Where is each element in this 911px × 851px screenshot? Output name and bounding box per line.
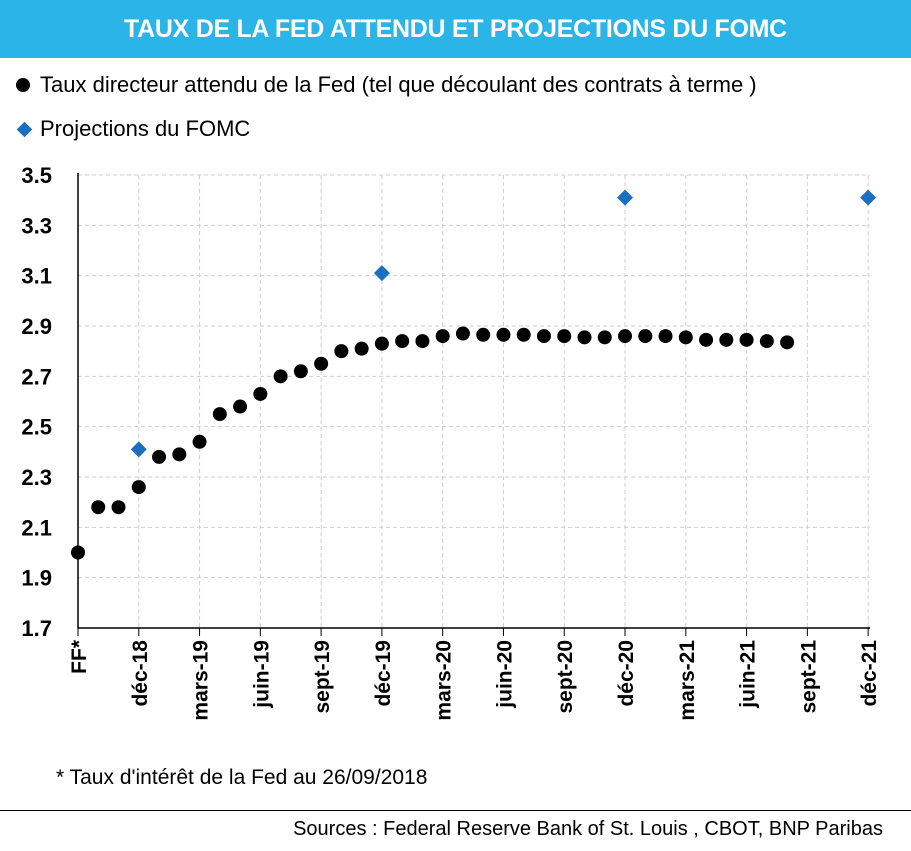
fed-rate-point [638,329,653,344]
fed-rate-point [293,364,308,379]
fed-rate-point [273,369,288,384]
x-tick-label: mars-19 [190,640,213,721]
y-tick-label: 3.3 [21,213,52,238]
y-tick-label: 2.3 [21,465,52,490]
chart-title: TAUX DE LA FED ATTENDU ET PROJECTIONS DU… [124,14,787,43]
x-tick-label: mars-21 [676,640,699,721]
legend-item-fed-rate: Taux directeur attendu de la Fed (tel qu… [16,72,757,98]
y-tick-label: 3.1 [21,264,52,289]
fed-rate-point [739,332,754,347]
fomc-projection-point [617,189,634,206]
fed-rate-point [71,545,85,560]
chart-plot: 1.7 1.9 2.1 2.3 2.5 2.7 2.9 3.1 3.3 3.5 FF* déc-18 m… [21,163,881,721]
legend-label-fomc: Projections du FOMC [40,116,251,141]
fed-rate-point [233,399,248,414]
fomc-projection-point [860,189,877,206]
fed-rate-point [192,434,207,449]
fed-rate-point [172,447,187,462]
x-tick-label: juin-20 [493,640,516,709]
fed-rate-point [395,334,410,349]
sources-note: Sources : Federal Reserve Bank of St. Lo… [293,818,883,840]
x-tick-label: déc-19 [372,640,395,707]
legend-label-fed-rate: Taux directeur attendu de la Fed (tel qu… [40,72,757,97]
fed-rate-point [516,327,531,342]
y-tick-label: 2.7 [21,364,52,389]
y-tick-label: 1.9 [21,566,52,591]
fed-rate-point [111,500,126,515]
fed-rate-point [476,327,491,342]
footnote: * Taux d'intérêt de la Fed au 26/09/2018 [56,766,428,789]
fed-rate-point [678,330,693,345]
fed-rate-point [334,344,349,359]
fed-rate-point [354,341,369,356]
fed-rate-point [496,327,511,342]
y-tick-label: 3.5 [21,163,52,188]
fed-rate-point [91,500,106,515]
y-tick-label: 1.7 [21,616,52,641]
x-tick-label: juin-21 [737,640,760,709]
fed-rate-point [597,330,612,345]
y-tick-label: 2.1 [21,515,52,540]
fed-rate-point [253,386,268,401]
x-tick-label: sept-19 [311,640,334,714]
fed-rate-point [455,326,470,341]
divider [0,810,911,811]
fed-rate-point [314,356,329,371]
fed-rate-point [618,329,633,344]
fed-rate-point [780,335,795,350]
x-tick-label: sept-21 [797,640,820,714]
x-tick-label: sept-20 [554,640,577,714]
fed-rate-point [719,332,734,347]
fed-rate-point [212,407,227,422]
fed-rate-point [557,329,572,344]
fed-rate-point [152,449,167,464]
title-banner: TAUX DE LA FED ATTENDU ET PROJECTIONS DU… [0,0,911,58]
fomc-projection-point [130,441,147,458]
x-tick-label: FF* [68,639,91,674]
fed-rate-point [131,480,146,495]
fed-rate-point [759,334,774,349]
x-tick-label: juin-19 [250,640,273,709]
y-tick-label: 2.9 [21,314,52,339]
fed-rate-point [374,336,389,351]
legend-circle-marker [16,78,30,92]
x-tick-label: déc-18 [129,640,152,707]
legend-item-fomc: Projections du FOMC [16,116,250,142]
fed-rate-point [415,334,430,349]
x-tick-label: déc-21 [858,640,881,707]
fed-rate-point [658,329,673,344]
y-tick-label: 2.5 [21,415,52,440]
fed-rate-point [577,330,592,345]
fomc-projection-point [373,265,390,282]
fed-rate-point [536,329,551,344]
x-tick-label: mars-20 [433,640,456,721]
x-tick-label: déc-20 [615,640,638,707]
fed-rate-point [699,332,714,347]
fed-rate-point [435,329,450,344]
